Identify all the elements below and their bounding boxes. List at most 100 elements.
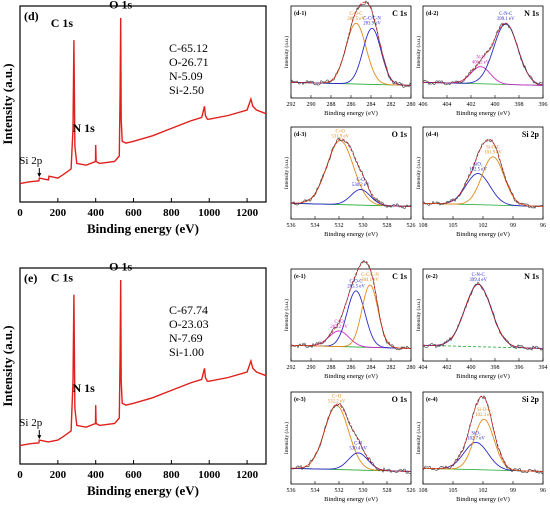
raw-spectrum xyxy=(422,281,544,351)
x-tick-label: 102 xyxy=(479,488,488,494)
envelope-fit xyxy=(423,283,543,349)
component-label: C-N-C xyxy=(499,12,512,17)
x-tick-label: 96 xyxy=(540,488,546,494)
panel-label: (d-2) xyxy=(426,10,438,17)
composition-entry: Si-2.50 xyxy=(169,83,204,97)
x-tick-label: 99 xyxy=(510,223,516,229)
y-axis-label: Intensity (a.u.) xyxy=(0,63,15,144)
panel-label: (e-2) xyxy=(426,273,438,280)
component-energy: 401.2 eV xyxy=(472,60,490,65)
x-tick-label: 534 xyxy=(311,488,320,494)
x-axis-label: Binding energy (eV) xyxy=(456,373,510,380)
element-label: C 1s xyxy=(392,9,407,18)
x-axis-label: Binding energy (eV) xyxy=(456,231,510,238)
x-tick-label: 526 xyxy=(407,223,416,229)
plot-frame xyxy=(290,126,412,220)
component-fit xyxy=(291,27,411,86)
element-label: N 1s xyxy=(524,272,539,281)
x-tick-label: 532 xyxy=(335,223,344,229)
x-tick-label: 288 xyxy=(327,102,336,108)
composition-entry: O-26.71 xyxy=(169,55,209,69)
x-tick-label: 292 xyxy=(287,102,296,108)
x-tick-label: 400 xyxy=(87,469,104,481)
peak-label: N 1s xyxy=(73,121,96,135)
x-tick-label: 398 xyxy=(515,102,524,108)
component-fit xyxy=(423,156,543,207)
x-axis-label: Binding energy (eV) xyxy=(324,496,378,503)
panel-label: (d) xyxy=(24,9,39,23)
x-tick-label: 536 xyxy=(287,223,296,229)
panel-label: (d-4) xyxy=(426,131,438,138)
component-energy: 102.5 eV xyxy=(469,167,487,172)
plot-frame xyxy=(422,268,544,362)
composition-entry: C-65.12 xyxy=(169,41,208,55)
x-tick-label: 534 xyxy=(311,223,320,229)
x-tick-label: 530 xyxy=(359,223,368,229)
envelope-fit xyxy=(423,395,543,472)
y-axis-label: Intensity (a.u.) xyxy=(0,325,15,406)
x-tick-label: 286 xyxy=(347,365,356,371)
y-axis-label: Intensity (a.u.) xyxy=(283,422,290,454)
peak-label: O 1s xyxy=(109,259,132,273)
component-fit xyxy=(291,452,411,472)
y-axis-label: Intensity (a.u.) xyxy=(283,157,290,189)
envelope-fit xyxy=(291,138,411,207)
y-axis-label: Intensity (a.u.) xyxy=(283,36,290,68)
component-label: N-H xyxy=(476,55,485,60)
x-tick-label: 108 xyxy=(419,223,428,229)
x-axis-label: Binding energy (eV) xyxy=(324,231,378,238)
y-axis-label: Intensity (a.u.) xyxy=(415,299,422,331)
component-label: Si-O-C xyxy=(477,408,491,413)
panel-label: (d-3) xyxy=(294,131,306,138)
component-energy: 285.5 eV xyxy=(347,284,365,289)
x-tick-label: 400 xyxy=(87,207,104,219)
component-label: C-O-C xyxy=(349,12,362,17)
x-tick-label: 102 xyxy=(479,223,488,229)
plot-frame xyxy=(422,5,544,99)
x-tick-label: 800 xyxy=(163,469,180,481)
peak-label: Si 2p xyxy=(19,155,42,167)
x-tick-label: 532 xyxy=(335,488,344,494)
component-label: C-O-C xyxy=(349,279,362,284)
x-tick-label: 1000 xyxy=(198,207,221,219)
x-axis-label: Binding energy (eV) xyxy=(456,496,510,503)
composition-entry: C-67.74 xyxy=(169,303,208,317)
composition-entry: N-7.69 xyxy=(169,331,203,345)
panel-label: (d-1) xyxy=(294,10,306,17)
component-energy: 102.7 eV xyxy=(467,436,485,441)
component-label: SiO₂ xyxy=(473,162,482,167)
component-energy: 102.3 eV xyxy=(475,413,493,418)
raw-spectrum xyxy=(290,259,412,351)
component-fit xyxy=(423,23,544,86)
x-tick-label: 290 xyxy=(307,102,316,108)
x-tick-label: 96 xyxy=(540,223,546,229)
envelope-fit xyxy=(291,1,411,86)
peak-label: N 1s xyxy=(73,381,96,395)
composition-entry: N-5.09 xyxy=(169,69,203,83)
x-tick-label: 530 xyxy=(359,488,368,494)
component-energy: 531.9 eV xyxy=(331,135,349,140)
x-tick-label: 282 xyxy=(387,102,396,108)
envelope-fit xyxy=(423,22,544,86)
x-axis-label: Binding energy (eV) xyxy=(87,483,199,498)
panel-label: (e-1) xyxy=(294,273,306,280)
x-tick-label: 400 xyxy=(467,365,476,371)
x-tick-label: 280 xyxy=(407,102,416,108)
x-tick-label: 402 xyxy=(443,365,452,371)
composition-entry: O-23.03 xyxy=(169,317,209,331)
x-tick-label: 396 xyxy=(515,365,524,371)
x-tick-label: 394 xyxy=(539,365,548,371)
x-axis-label: Binding energy (eV) xyxy=(324,373,378,380)
x-tick-label: 1200 xyxy=(236,469,259,481)
x-tick-label: 600 xyxy=(125,207,142,219)
component-fit xyxy=(423,173,543,207)
x-tick-label: 1000 xyxy=(198,469,221,481)
element-label: N 1s xyxy=(524,9,539,18)
x-tick-label: 288 xyxy=(327,365,336,371)
x-tick-label: 404 xyxy=(443,102,452,108)
component-label: C=O xyxy=(334,320,344,325)
